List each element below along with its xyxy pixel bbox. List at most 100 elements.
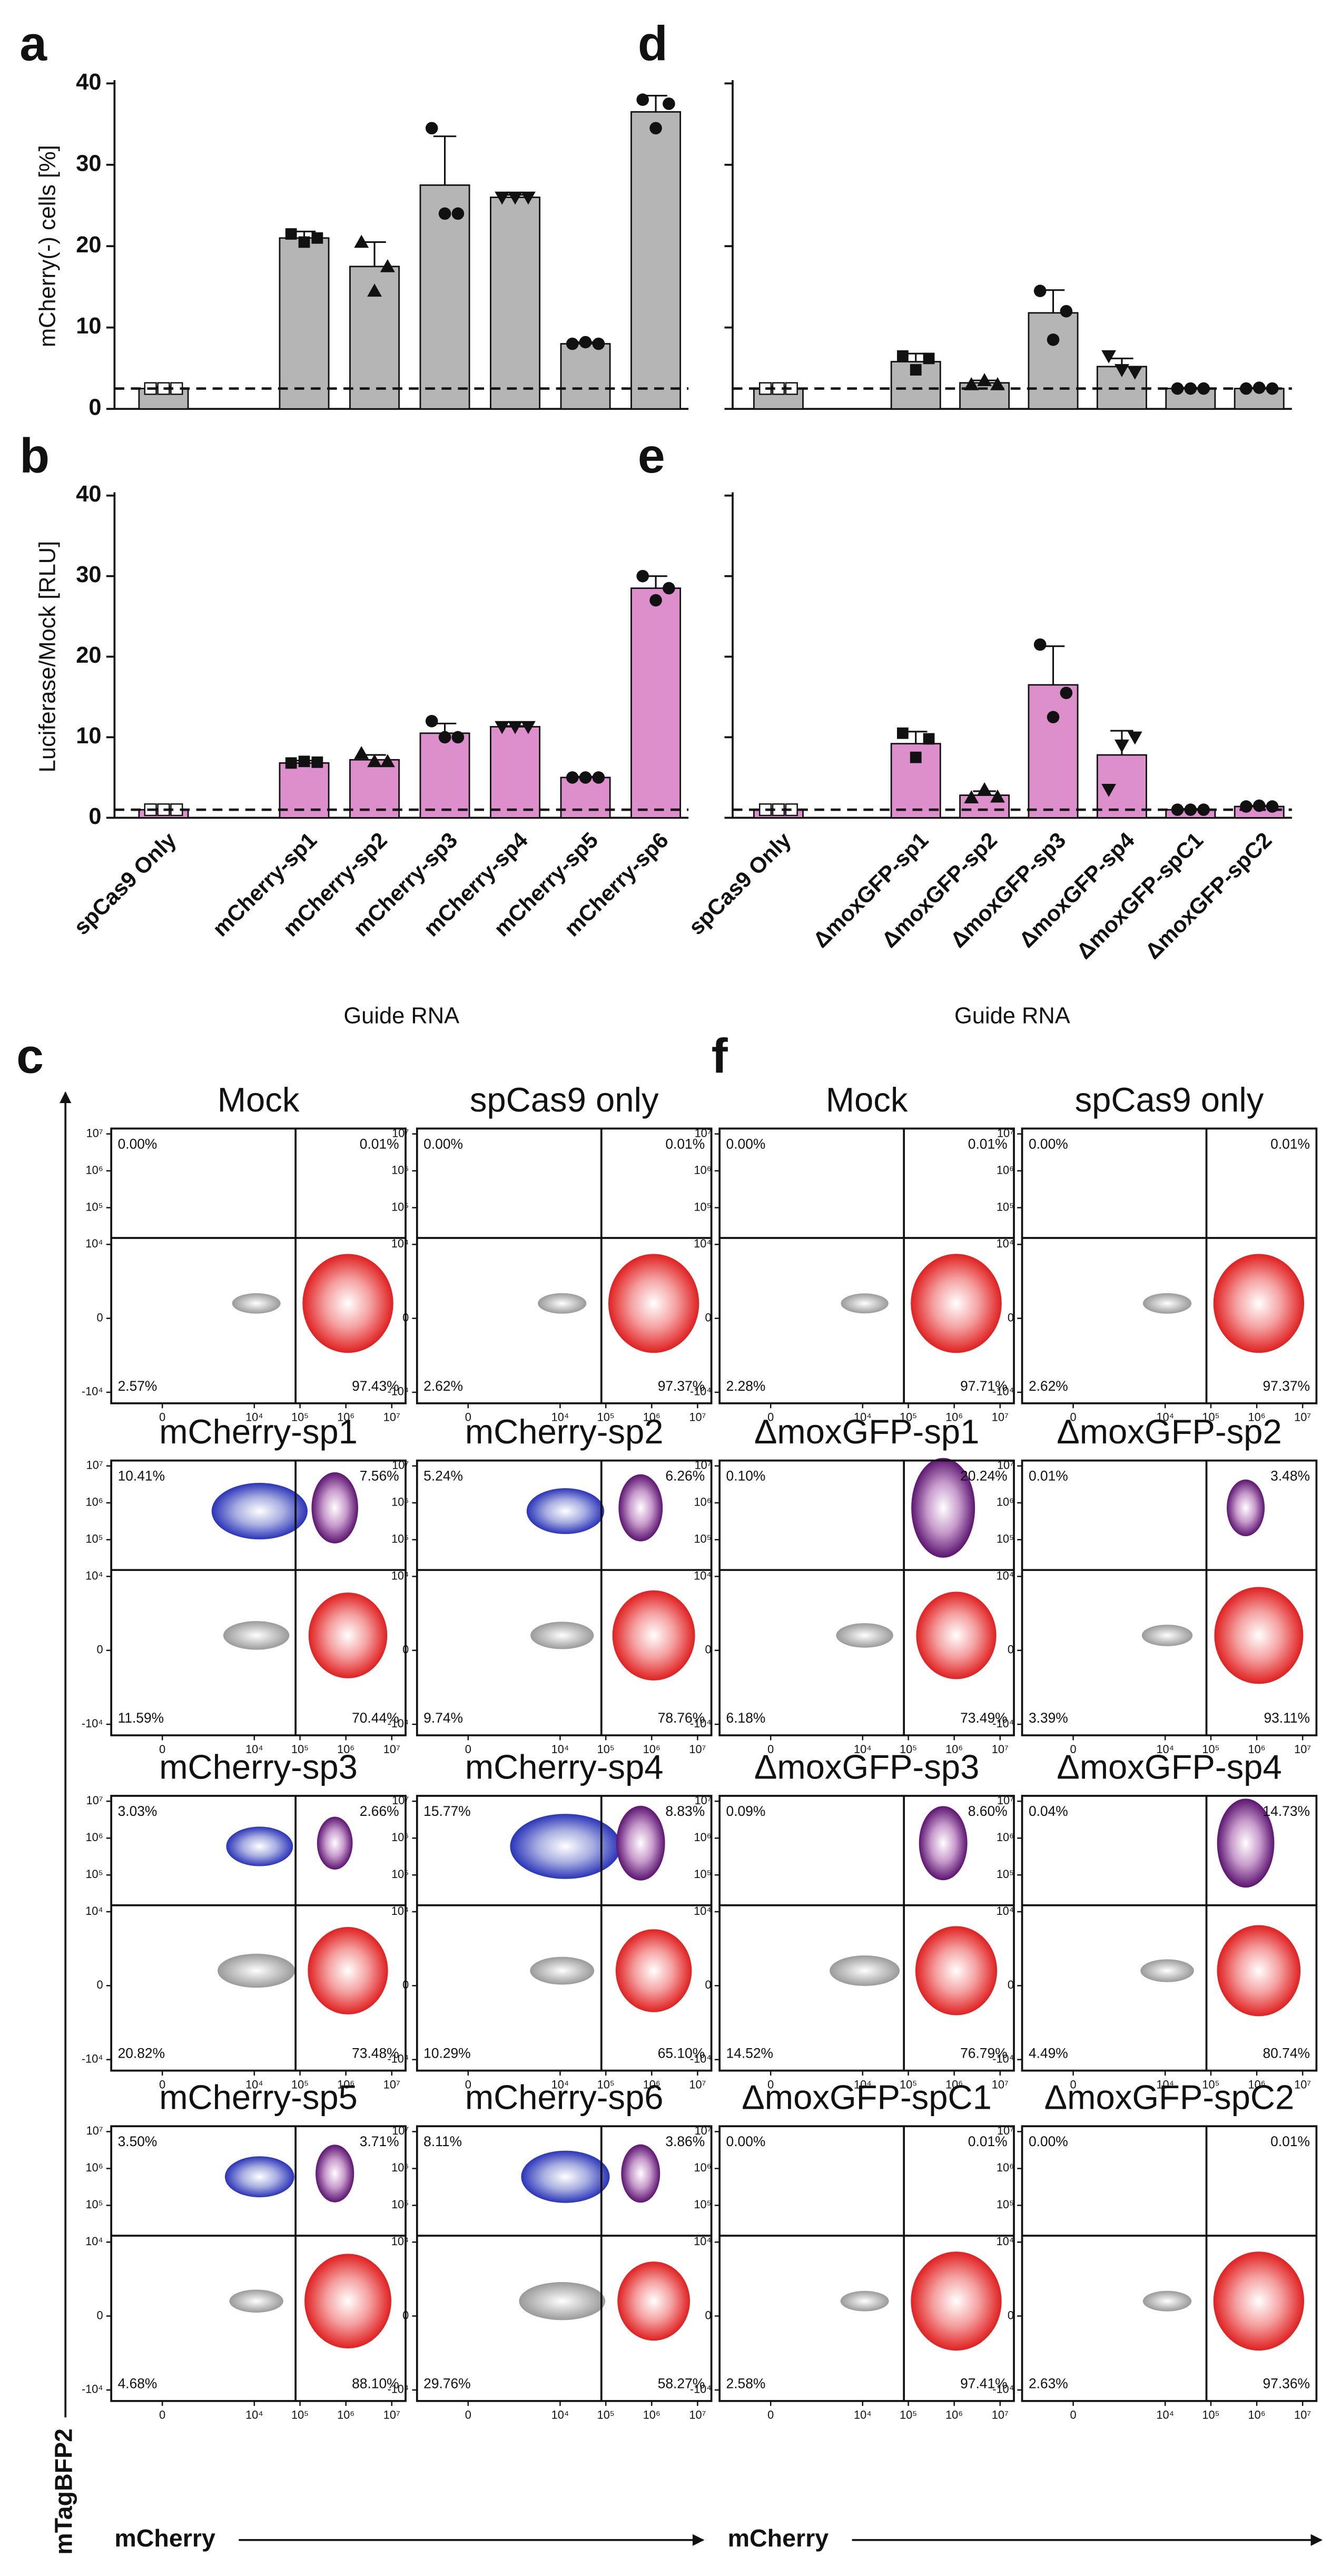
x-tick-label: 10⁷: [992, 2078, 1009, 2091]
y-tick-label: 10⁷: [392, 1794, 409, 1807]
y-tick-label: 40: [76, 481, 101, 507]
y-tick-label: 10⁴: [694, 1237, 712, 1250]
y-tick-label: -10⁴: [690, 2052, 712, 2065]
x-tick-label: 0: [465, 2078, 471, 2091]
quadrant-label: 78.76%: [658, 1710, 705, 1726]
y-tick-label: 10⁴: [391, 1569, 409, 1582]
population-upper-left: [226, 1826, 293, 1866]
x-tick-label: 10⁴: [245, 2078, 263, 2091]
y-tick-label: 10⁴: [694, 1569, 712, 1582]
y-tick-label: 10⁷: [997, 1794, 1014, 1807]
y-tick-label: 0: [402, 2308, 409, 2322]
y-tick-label: 10⁴: [391, 1237, 409, 1250]
quadrant-label: 10.41%: [118, 1468, 165, 1484]
y-tick-label: 10⁶: [391, 1163, 409, 1176]
population-lower-left: [530, 1621, 594, 1649]
data-point: [897, 727, 909, 739]
quadrant-label: 4.68%: [118, 2376, 157, 2392]
y-tick-label: 10⁷: [997, 1459, 1014, 1472]
bar: [349, 759, 400, 819]
data-point: [1114, 739, 1129, 753]
y-tick-label: 10⁵: [391, 2198, 409, 2211]
bar: [630, 111, 682, 410]
data-point: [579, 771, 592, 784]
y-tick-label: 10⁵: [85, 2198, 103, 2211]
y-tick-label: -10⁴: [992, 1385, 1014, 1398]
data-point: [1127, 366, 1142, 380]
quadrant-label: 97.43%: [352, 1378, 399, 1394]
x-tick-label: 10⁶: [337, 2408, 354, 2421]
population-lower-left: [841, 1293, 889, 1314]
quadrant-label: 0.01%: [1029, 1468, 1068, 1484]
data-point: [425, 715, 438, 727]
y-tick-label: -10⁴: [992, 2052, 1014, 2065]
x-tick-label: 10⁶: [1248, 1411, 1265, 1424]
x-tick-label: 10⁶: [945, 2408, 963, 2421]
data-point: [451, 731, 465, 744]
panel-letter: c: [16, 1028, 44, 1083]
x-tick-label: 10⁴: [854, 1743, 872, 1756]
quadrant-label: 0.00%: [726, 1136, 766, 1152]
data-point: [897, 350, 909, 362]
y-tick-label: 30: [76, 562, 101, 587]
y-tick-label: 10⁷: [997, 1126, 1014, 1139]
y-tick-label: -10⁴: [388, 2052, 409, 2065]
quadrant-label: 29.76%: [423, 2376, 470, 2392]
y-tick-label: 10⁵: [391, 1532, 409, 1546]
data-point: [636, 569, 649, 583]
x-tick-label: 10⁴: [551, 1411, 569, 1424]
y-axis-label: mTagBFP2: [50, 2428, 77, 2555]
x-tick-label: 10⁵: [900, 2408, 917, 2421]
quadrant-label: 88.10%: [352, 2376, 399, 2392]
x-tick-label: 10⁵: [1202, 2408, 1219, 2421]
y-tick-label: 0: [97, 1311, 103, 1324]
x-tick-label: 10⁷: [1294, 2078, 1311, 2091]
quadrant-label: 4.49%: [1029, 2046, 1068, 2061]
y-tick-label: 0: [88, 395, 101, 420]
population-upper-left: [526, 1488, 605, 1535]
x-tick-label: 0: [159, 2408, 165, 2421]
x-tick-label: 0: [1070, 1743, 1077, 1756]
y-tick-label: 10⁷: [392, 1126, 409, 1139]
bar: [630, 587, 682, 819]
quadrant-label: 3.50%: [118, 2133, 157, 2149]
data-point: [508, 721, 523, 734]
y-tick-label: 10⁴: [85, 1237, 103, 1250]
quadrant-label: 70.44%: [352, 1710, 399, 1726]
y-tick-label: 10⁷: [695, 1459, 712, 1472]
plot-title: ΔmoxGFP-sp4: [1057, 1748, 1282, 1786]
population-lower-left: [1141, 1625, 1193, 1646]
x-tick-label: spCas9 Only: [684, 827, 796, 939]
x-tick-label: 0: [1070, 1411, 1077, 1424]
data-point: [1033, 284, 1047, 298]
quadrant-label: 0.00%: [118, 1136, 157, 1152]
quadrant-label: 3.39%: [1029, 1710, 1068, 1726]
y-tick-label: 0: [402, 1978, 409, 1991]
data-point: [285, 228, 297, 240]
x-tick-label: ΔmoxGFP-sp4: [1014, 827, 1139, 952]
x-tick-label: 10⁵: [900, 2078, 917, 2091]
error-bar: [644, 94, 667, 112]
plot-title: ΔmoxGFP-sp1: [754, 1412, 980, 1451]
y-tick-label: 10⁶: [86, 2161, 103, 2174]
quadrant-label: 0.00%: [726, 2133, 766, 2149]
quadrant-label: 6.26%: [665, 1468, 705, 1484]
x-tick-label: ΔmoxGFP-spC2: [1140, 828, 1277, 964]
population-lower-left: [519, 2282, 606, 2321]
plot-title: spCas9 only: [470, 1080, 659, 1119]
x-tick-label: 10⁴: [1156, 2408, 1174, 2421]
x-tick-label: 10⁶: [337, 1743, 354, 1756]
data-point: [1060, 686, 1073, 700]
data-point: [649, 122, 662, 135]
panel-letter: d: [638, 16, 668, 71]
population-upper-right: [618, 1474, 663, 1542]
data-point: [592, 337, 605, 350]
y-tick-label: 10⁴: [694, 1904, 712, 1918]
y-tick-label: 10⁵: [391, 1200, 409, 1213]
plot-title: mCherry-sp1: [159, 1412, 358, 1451]
plot-title: mCherry-sp6: [465, 2078, 664, 2117]
x-tick-label: ΔmoxGFP-sp1: [808, 828, 933, 952]
plot-title: mCherry-sp5: [159, 2078, 358, 2117]
bar: [560, 343, 611, 410]
y-tick-label: 10⁶: [694, 1163, 712, 1176]
